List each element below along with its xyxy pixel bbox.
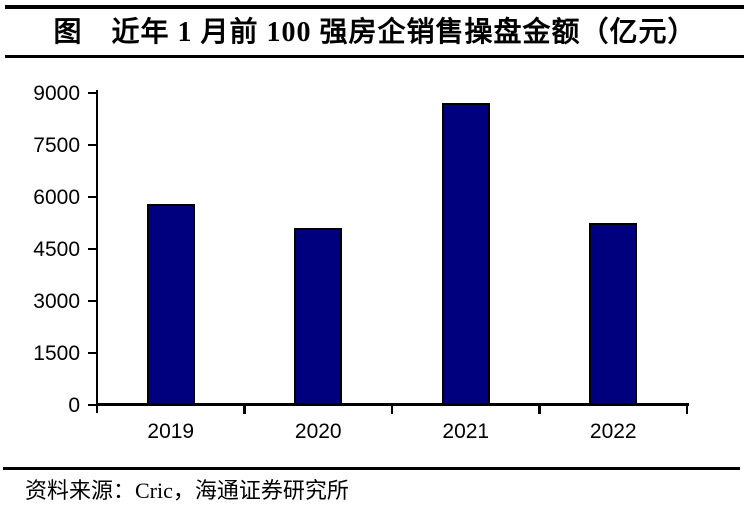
x-tick [685, 405, 689, 414]
x-tick-label: 2019 [147, 420, 195, 443]
y-tick-label: 1500 [33, 341, 80, 365]
y-tick-label: 0 [68, 393, 80, 417]
y-tick [88, 91, 96, 95]
bar-chart [0, 60, 750, 460]
y-tick-label: 4500 [33, 237, 80, 261]
y-tick [88, 143, 96, 147]
x-tick [243, 405, 246, 414]
bar-2020 [294, 228, 343, 405]
title-bottom-rule [5, 55, 744, 58]
title-top-rule [5, 5, 744, 9]
y-tick-label: 9000 [33, 81, 80, 105]
y-tick-label: 6000 [33, 185, 80, 209]
y-tick [88, 351, 96, 355]
bar-2021 [441, 103, 490, 405]
chart-title: 图 近年 1 月前 100 强房企销售操盘金额（亿元） [53, 17, 697, 48]
y-tick [88, 403, 96, 407]
y-tick-label: 7500 [33, 133, 80, 157]
x-tick-label: 2020 [294, 420, 342, 443]
y-tick [88, 299, 96, 303]
x-tick [538, 405, 541, 414]
footer-rule [3, 467, 740, 470]
y-tick [88, 195, 96, 199]
x-axis-line [95, 403, 689, 406]
source-note: 资料来源：Cric，海通证券研究所 [25, 478, 349, 503]
x-tick-label: 2021 [442, 420, 490, 443]
y-tick-label: 3000 [33, 289, 80, 313]
x-tick [390, 405, 394, 414]
y-tick [88, 247, 96, 251]
bar-2022 [589, 223, 638, 405]
y-axis-line [95, 90, 99, 413]
x-tick-label: 2022 [589, 420, 637, 443]
bar-2019 [146, 203, 195, 405]
